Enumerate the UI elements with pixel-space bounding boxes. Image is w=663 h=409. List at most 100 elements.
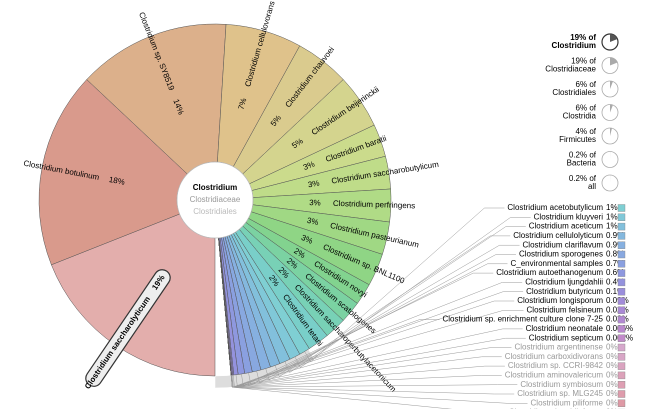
slice-percent: 3% xyxy=(302,160,316,172)
center-label: Clostridiales xyxy=(193,207,237,216)
legend-swatch xyxy=(617,241,626,249)
legend-percent: 0.6% xyxy=(606,268,624,277)
leader-line xyxy=(230,375,453,409)
crumb-name: Clostridiaceae xyxy=(545,65,596,74)
legend-name: C_environmental samples xyxy=(511,259,604,268)
crumb-percent: 19% of xyxy=(570,33,596,42)
legend-name: Clostridium longisporum xyxy=(517,296,603,305)
legend-swatch xyxy=(617,353,626,361)
crumb-name: Firmicutes xyxy=(559,135,596,144)
legend-swatch xyxy=(617,288,626,296)
legend-percent: 0.4% xyxy=(606,278,624,287)
legend-name: Clostridium neonatale xyxy=(526,324,604,333)
slices xyxy=(38,23,392,389)
crumb-wedge xyxy=(610,57,618,66)
legend-name: Clostridium sporogenes xyxy=(519,250,603,259)
center-label: Clostridiaceae xyxy=(190,195,241,204)
slice-label: Clostridium perfringens 3% xyxy=(309,198,415,210)
legend-percent: 0% xyxy=(606,389,618,398)
center-label: Clostridium xyxy=(193,183,237,192)
slice-percent: 18% xyxy=(108,175,125,187)
crumb-wedge xyxy=(610,81,613,89)
legend-name: Clostridium kluyveri xyxy=(534,212,604,221)
legend-percent: 0.1% xyxy=(606,287,624,296)
crumb-name: Clostridia xyxy=(563,112,597,121)
legend-swatch xyxy=(617,371,626,380)
legend-name: Clostridium felsineum xyxy=(527,305,604,314)
crumb-name: Bacteria xyxy=(567,159,597,168)
legend-percent: 1% xyxy=(606,222,618,231)
slice-percent: 7% xyxy=(237,97,249,111)
crumb-percent: 6% of xyxy=(576,80,597,89)
legend-name: Clostridium piliforme xyxy=(531,398,604,407)
legend-name: Clostridium cellulolyticum xyxy=(513,231,603,240)
legend-swatch xyxy=(617,390,626,398)
legend-name: Clostridium autoethanogenum xyxy=(496,268,603,277)
legend-percent: 0.9% xyxy=(606,240,624,249)
legend-percent: 0% xyxy=(606,398,618,407)
legend-name: Clostridium clostridioforme xyxy=(509,408,604,409)
legend-percent: 0% xyxy=(606,380,618,389)
slice-percent: 3% xyxy=(306,216,319,227)
legend-swatch xyxy=(617,325,626,333)
legend-swatch xyxy=(617,232,626,240)
legend-swatch xyxy=(617,278,626,287)
legend-name: Clostridium sp. CCRI-9842 xyxy=(508,361,604,370)
leader-line xyxy=(241,272,494,387)
crumb-wedge xyxy=(610,128,612,136)
slice-percent: 3% xyxy=(309,198,321,207)
legend-percent: 0% xyxy=(606,343,618,352)
legend-swatch xyxy=(617,250,626,259)
legend-swatch xyxy=(617,315,626,324)
legend-swatch xyxy=(617,343,626,352)
legend-swatch xyxy=(617,334,626,342)
legend-name: Clostridium acetobutylicum xyxy=(507,203,603,212)
legend-name: Clostridium clariflavum xyxy=(523,240,604,249)
selection-box xyxy=(85,269,171,387)
legend-swatch xyxy=(617,362,626,370)
center-hole[interactable] xyxy=(176,161,254,239)
legend: Clostridium acetobutylicum 1%Clostridium … xyxy=(230,203,633,409)
leader-line xyxy=(232,291,524,388)
crumb-wedge xyxy=(610,34,618,42)
legend-swatch xyxy=(617,297,626,305)
legend-name: Clostridium butyricum xyxy=(526,287,603,296)
legend-name: Clostridium aminovalericum xyxy=(505,371,604,380)
slice-percent: 3% xyxy=(307,179,320,190)
legend-percent: 1% xyxy=(606,212,618,221)
crumb-percent: 0.2% of xyxy=(569,174,597,183)
legend-swatch xyxy=(617,306,626,314)
legend-percent: 0.02% xyxy=(606,305,629,314)
crumb-name: Clostridiales xyxy=(552,88,596,97)
crumb-percent: 6% of xyxy=(576,104,597,113)
legend-swatch xyxy=(617,213,626,222)
leader-line xyxy=(256,254,516,384)
legend-swatch xyxy=(617,222,626,231)
crumb-percent: 0.2% of xyxy=(569,151,597,160)
crumb-percent: 19% of xyxy=(571,57,597,66)
crumb-name: all xyxy=(588,182,596,191)
crumb-percent: 4% of xyxy=(576,127,597,136)
legend-swatch xyxy=(617,260,626,268)
slice-name: Clostridium perfringens xyxy=(333,199,416,211)
legend-percent: 0% xyxy=(606,352,618,361)
legend-percent: 1% xyxy=(606,203,618,212)
legend-percent: 0.9% xyxy=(606,231,624,240)
legend-name: Clostridium symbiosum xyxy=(520,380,603,389)
legend-percent: 0.8% xyxy=(606,250,624,259)
legend-name: Clostridium sp. MLG245 xyxy=(517,389,603,398)
legend-name: Clostridium sp. enrichment culture clone… xyxy=(442,315,603,324)
legend-swatch xyxy=(617,269,626,277)
legend-name: Clostridium carboxidivorans xyxy=(505,352,603,361)
legend-percent: 0% xyxy=(606,371,618,380)
legend-name: Clostridium ljungdahlii xyxy=(525,278,603,287)
slice-percent: 3% xyxy=(300,233,314,246)
legend-swatch xyxy=(617,204,626,212)
legend-swatch xyxy=(617,381,626,389)
leader-line xyxy=(231,300,515,388)
leader-line xyxy=(235,282,523,388)
crumb-name: Clostridium xyxy=(552,41,596,50)
legend-name: Clostridium argentinense xyxy=(515,343,604,352)
